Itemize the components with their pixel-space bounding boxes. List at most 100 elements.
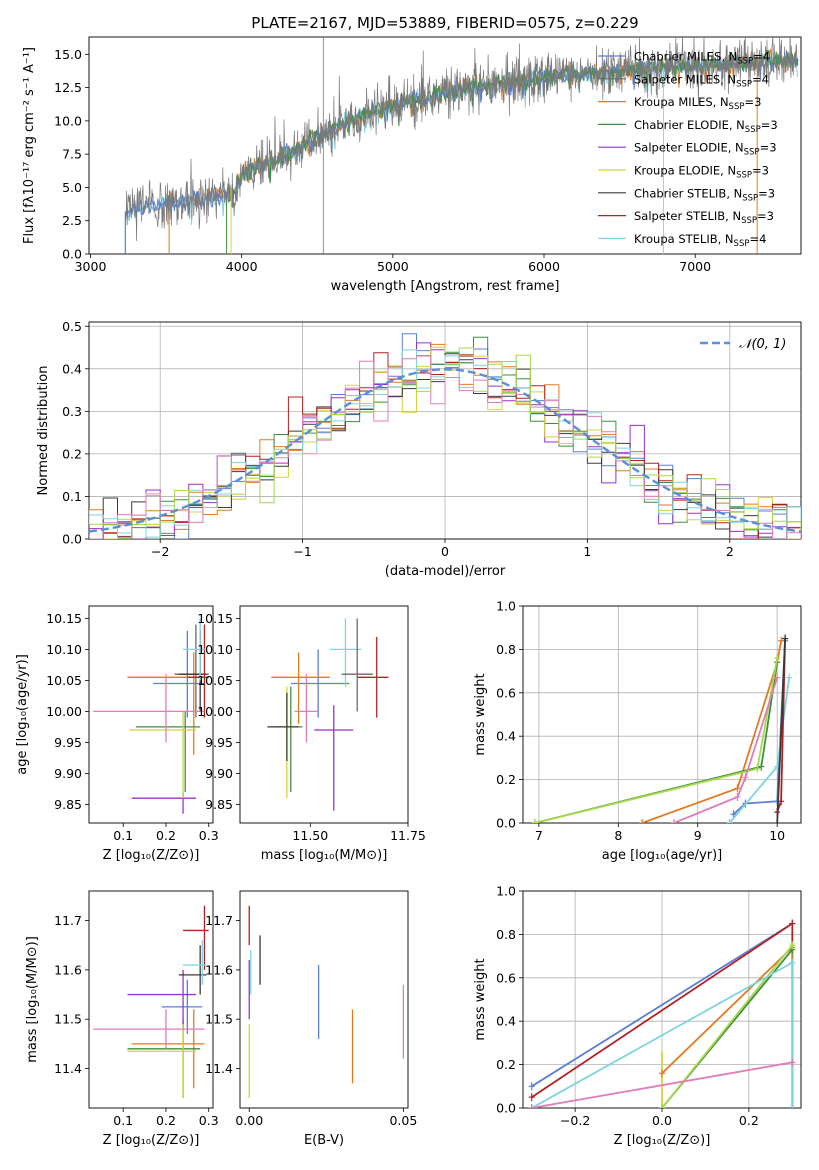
legend-text: Chabrier ELODIE, N [634, 118, 745, 132]
y-tick-label: 11.4 [205, 1061, 233, 1076]
y-tick-label: 11.7 [205, 913, 233, 928]
y-tick-label: 11.7 [54, 913, 82, 928]
legend-tail: =3 [761, 118, 778, 132]
y-tick-label: 9.95 [54, 735, 82, 750]
x-tick-label: 0 [441, 544, 449, 559]
y-tick-label: 0.0 [496, 816, 516, 831]
y-tick-label: 1.0 [496, 599, 516, 614]
legend-subscript: SSP [737, 57, 753, 67]
x-tick-label: 0.3 [199, 1113, 219, 1128]
y-tick-label: 0.3 [62, 404, 82, 419]
legend-text: Kroupa ELODIE, N [634, 164, 736, 178]
legend-tail: =4 [749, 232, 766, 246]
series-line [531, 922, 793, 1098]
legend-tail: =3 [752, 164, 769, 178]
data-line [124, 37, 799, 254]
y-tick-label: 10.10 [46, 642, 82, 657]
y-tick-label: 10.15 [197, 611, 233, 626]
x-tick-label: 0.2 [739, 1113, 759, 1128]
y-tick-label: 2.5 [62, 213, 82, 228]
x-tick-label: 6000 [528, 259, 560, 274]
error-bars [93, 905, 209, 1099]
y-tick-label: 9.85 [54, 797, 82, 812]
x-axis-label: E(B-V) [304, 1133, 344, 1148]
x-tick-label: 10 [769, 828, 785, 843]
x-tick-label: 3000 [75, 259, 107, 274]
axes-frame [239, 605, 409, 824]
y-tick-label: 10.10 [197, 642, 233, 657]
legend-subscript: SSP [742, 193, 758, 203]
legend-tail: =3 [757, 209, 774, 223]
legend-entry: Kroupa STELIB, NSSP=4 [634, 232, 766, 249]
y-axis-label: Flux [fλ10⁻¹⁷ erg cm⁻² s⁻¹ A⁻¹] [22, 47, 37, 244]
y-tick-label: 0.4 [496, 729, 516, 744]
x-tick-label: 0.00 [235, 1113, 263, 1128]
y-tick-label: 12.5 [54, 80, 82, 95]
y-axis-label: Normed distribution [36, 366, 51, 496]
y-tick-label: 10.00 [46, 704, 82, 719]
x-tick-label: 9 [694, 828, 702, 843]
chart-mass-vs-Z: 0.1 0.2 0.3 11.4 11.5 11.6 11.7 Z [log₁₀(Z/Z⊙)]… [25, 890, 219, 1148]
series-line [673, 677, 779, 823]
chart-residuals: −2 −1 0 1 2 0.0 0.1 0.2 0.3 0.4 0.5 (data-model)/er… [36, 319, 802, 579]
x-tick-label: 0.3 [199, 828, 219, 843]
y-tick-label: 0.2 [496, 772, 516, 787]
x-axis-label: (data-model)/error [385, 564, 506, 579]
legend-tail: =3 [760, 141, 777, 155]
legend-text: Salpeter ELODIE, N [634, 141, 744, 155]
axes-frame [88, 890, 214, 1109]
legend-tail: =4 [752, 72, 769, 86]
histograms [89, 333, 801, 539]
x-tick-label: −0.2 [560, 1113, 590, 1128]
chart-age-vs-mass: 11.50 11.75 9.85 9.90 9.95 10.00 10.05 10.10 10.… [197, 605, 426, 863]
x-tick-label: 0.1 [113, 1113, 133, 1128]
legend-entry: Chabrier MILES, NSSP=4 [634, 50, 770, 67]
y-tick-label: 10.05 [197, 673, 233, 688]
x-tick-label: 7000 [679, 259, 711, 274]
y-tick-label: 10.15 [46, 611, 82, 626]
x-axis-label: wavelength [Angstrom, rest frame] [331, 279, 560, 294]
error-bars [267, 618, 389, 811]
y-axis-label: mass weight [473, 673, 488, 755]
x-tick-label: 4000 [226, 259, 258, 274]
y-tick-label: 9.85 [205, 797, 233, 812]
legend-entry: Salpeter MILES, NSSP=4 [634, 72, 769, 89]
legend-entry: Salpeter STELIB, NSSP=3 [634, 209, 774, 226]
y-axis-label: age [log₁₀(age/yr)] [15, 654, 30, 775]
legend-subscript: SSP [729, 102, 745, 112]
error-bars [93, 618, 209, 814]
x-tick-label: 5000 [377, 259, 409, 274]
x-tick-label: 0.2 [156, 828, 176, 843]
legend-text: Kroupa STELIB, N [634, 232, 734, 246]
x-tick-label: 0.05 [389, 1113, 417, 1128]
legend-subscript: SSP [745, 125, 761, 135]
y-tick-label: 0.6 [496, 685, 516, 700]
axes-frame [239, 890, 409, 1109]
y-tick-label: 15.0 [54, 47, 82, 62]
y-tick-label: 10.00 [197, 704, 233, 719]
x-tick-label: 8 [614, 828, 622, 843]
legend-entry: Salpeter ELODIE, NSSP=3 [634, 141, 777, 158]
x-axis-label: Z [log₁₀(Z/Z⊙)] [614, 1133, 711, 1148]
series-lines [528, 919, 796, 1108]
x-axis-label: Z [log₁₀(Z/Z⊙)] [103, 848, 200, 863]
legend-subscript: SSP [741, 216, 757, 226]
y-tick-label: 9.95 [205, 735, 233, 750]
series-line [534, 662, 779, 823]
legend-tail: =4 [753, 50, 770, 64]
y-tick-label: 11.5 [54, 1012, 82, 1027]
legend-text: Kroupa MILES, N [634, 95, 729, 109]
legend-entry: Chabrier ELODIE, NSSP=3 [634, 118, 778, 135]
y-axis-label: mass [log₁₀(M/M⊙)] [25, 936, 40, 1063]
y-tick-label: 10.0 [54, 113, 82, 128]
legend-text: Chabrier MILES, N [634, 50, 737, 64]
x-tick-label: 11.50 [292, 828, 328, 843]
y-tick-label: 0.6 [496, 970, 516, 985]
y-tick-label: 0.1 [62, 489, 82, 504]
y-tick-label: 11.5 [205, 1012, 233, 1027]
chart-spectrum: 3000 4000 5000 6000 7000 0.0 2.5 5.0 7.5 10.0 12.5… [22, 14, 802, 294]
x-axis-label: age [log₁₀(age/yr)] [602, 848, 723, 863]
y-tick-label: 0.2 [62, 446, 82, 461]
chart-mass-vs-EBV: 0.00 0.05 11.4 11.5 11.6 11.7 E(B-V) [205, 890, 417, 1148]
